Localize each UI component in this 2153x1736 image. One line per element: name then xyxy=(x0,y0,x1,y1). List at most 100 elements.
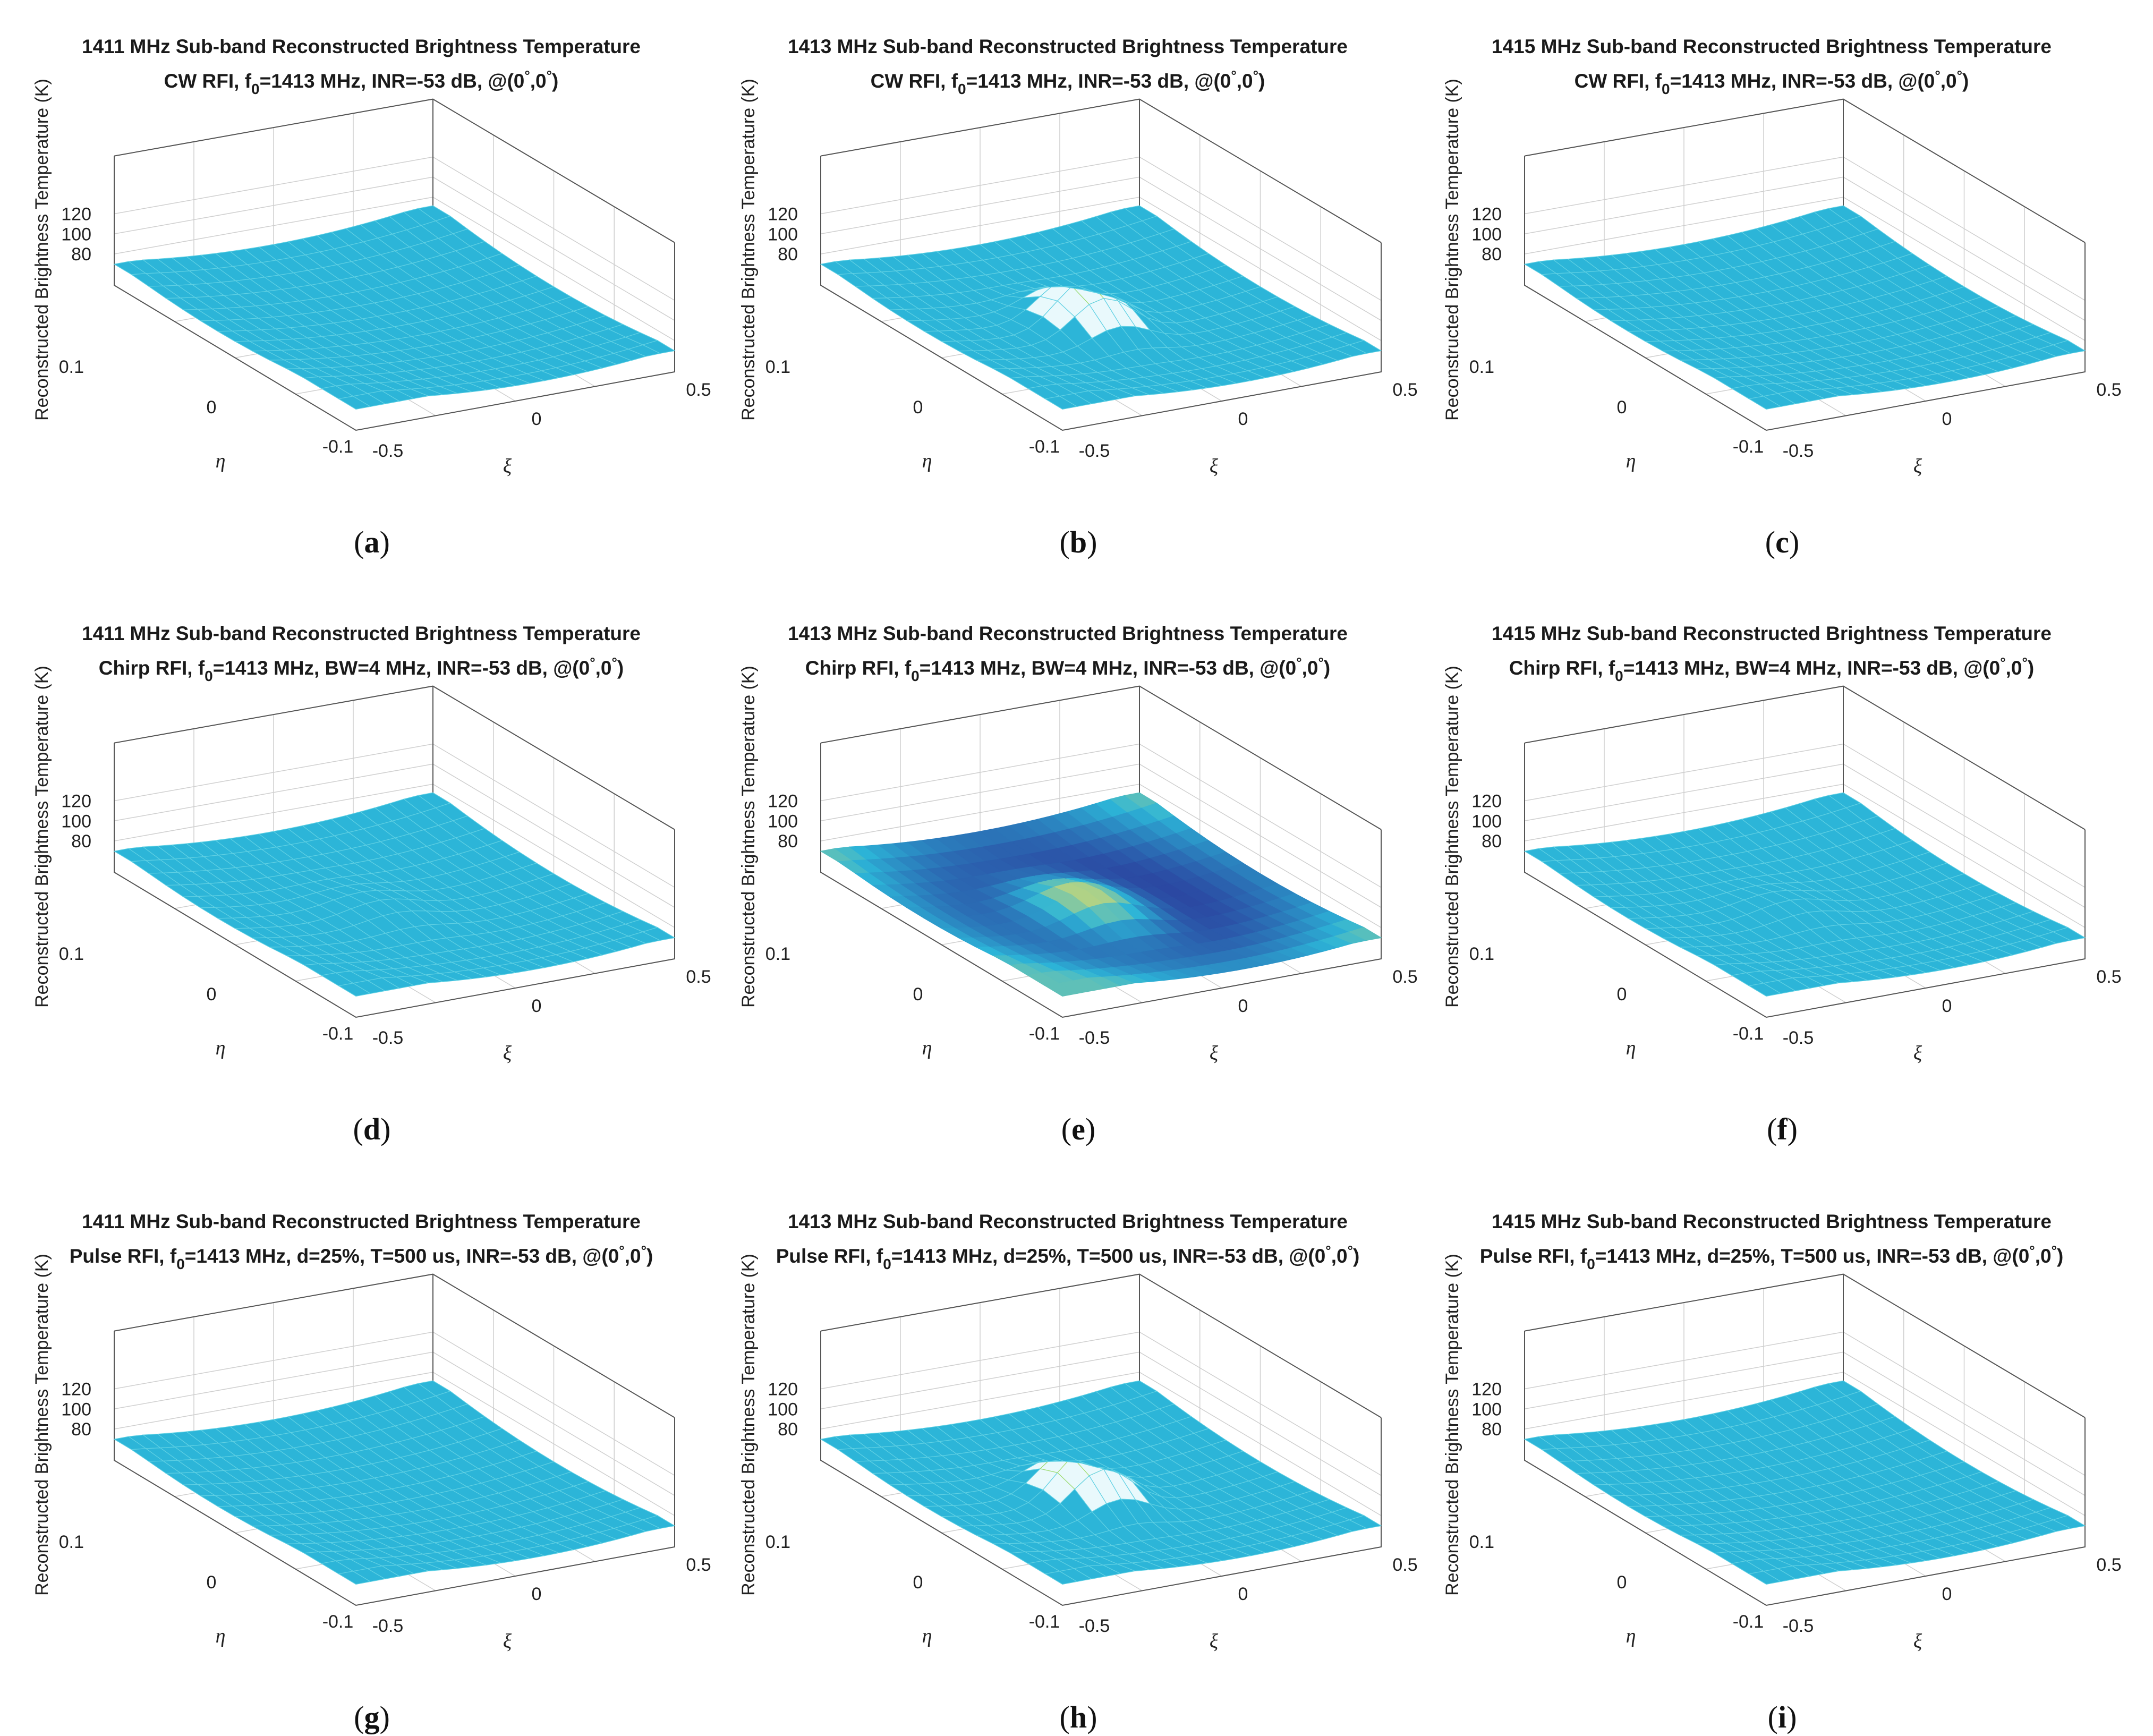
axis-frame xyxy=(820,156,1382,431)
z-axis-label: Reconstructed Brightness Temperature (K) xyxy=(32,1254,52,1596)
title-line2: Chirp RFI, f0=1413 MHz, BW=4 MHz, INR=-5… xyxy=(805,654,1330,684)
title-line2: Chirp RFI, f0=1413 MHz, BW=4 MHz, INR=-5… xyxy=(99,654,624,684)
axis-frame-top xyxy=(1524,685,2086,830)
xi-axis-label: ξ xyxy=(1210,1042,1219,1065)
xi-tick-label: 0.5 xyxy=(2096,380,2121,400)
axis-frame xyxy=(1524,743,2086,1018)
eta-axis-label: η xyxy=(1626,1037,1636,1059)
eta-tick-label: -0.1 xyxy=(1733,1612,1764,1632)
eta-tick-label: 0 xyxy=(1617,397,1627,418)
xi-tick-label: -0.5 xyxy=(372,1616,404,1636)
xi-axis-label: ξ xyxy=(503,455,512,478)
panel-i: 1415 MHz Sub-band Reconstructed Brightne… xyxy=(1442,1211,2122,1734)
z-tick-label: 120 xyxy=(768,792,798,812)
surface-cell xyxy=(642,340,676,354)
caption-letter: g xyxy=(364,1700,380,1734)
title-prefix: CW RFI, f xyxy=(871,70,958,92)
z-axis-label: Reconstructed Brightness Temperature (K) xyxy=(32,666,52,1008)
xi-tick-label: 0.5 xyxy=(2096,967,2121,987)
title-close: ) xyxy=(1324,657,1330,679)
title-tail: ,0 xyxy=(2006,657,2022,679)
title-line1: 1415 MHz Sub-band Reconstructed Brightne… xyxy=(1492,1211,2052,1232)
z-tick-label: 120 xyxy=(61,792,91,812)
surface-cell xyxy=(1348,340,1382,354)
caption-letter: f xyxy=(1777,1112,1788,1146)
degree-mark: ° xyxy=(1231,67,1236,83)
title-suffix: =1413 MHz, INR=-53 dB, @(0 xyxy=(260,70,525,92)
xi-tick-label: 0 xyxy=(532,996,542,1016)
title-line1: 1413 MHz Sub-band Reconstructed Brightne… xyxy=(788,1211,1348,1232)
title-prefix: Pulse RFI, f xyxy=(1480,1245,1587,1267)
caption-open: ( xyxy=(353,1112,363,1146)
panel-e: 1413 MHz Sub-band Reconstructed Brightne… xyxy=(738,623,1418,1146)
eta-axis-label: η xyxy=(216,1037,226,1059)
title-line1: 1415 MHz Sub-band Reconstructed Brightne… xyxy=(1492,623,2052,644)
title-close: ) xyxy=(1258,70,1265,92)
z-tick-label: 120 xyxy=(1471,792,1502,812)
degree-mark: ° xyxy=(1935,67,1940,83)
eta-tick-label: 0 xyxy=(207,397,217,418)
surface-mesh xyxy=(820,1380,1382,1585)
eta-tick-label: 0 xyxy=(1617,1572,1627,1593)
title-line1: 1411 MHz Sub-band Reconstructed Brightne… xyxy=(82,36,641,57)
panel-caption: (c) xyxy=(1765,525,1799,559)
surface-mesh xyxy=(1524,792,2086,997)
title-tail: ,0 xyxy=(1331,1245,1348,1267)
z-tick-label: 80 xyxy=(778,831,798,852)
xi-axis-label: ξ xyxy=(1913,455,1922,478)
eta-tick-label: -0.1 xyxy=(1029,1612,1060,1632)
z-tick-label: 80 xyxy=(778,244,798,265)
z-axis-label: Reconstructed Brightness Temperature (K) xyxy=(738,666,759,1008)
surface-cell xyxy=(2052,927,2086,941)
z-tick-label: 80 xyxy=(71,1419,91,1440)
title-suffix: =1413 MHz, BW=4 MHz, INR=-53 dB, @(0 xyxy=(213,657,590,679)
title-tail: ,0 xyxy=(1237,70,1253,92)
z-tick-label: 100 xyxy=(61,1399,91,1419)
title-line1: 1411 MHz Sub-band Reconstructed Brightne… xyxy=(82,1211,641,1232)
surface-cell xyxy=(1348,927,1382,941)
caption-letter: c xyxy=(1775,525,1789,559)
panel-caption: (a) xyxy=(354,525,390,559)
xi-tick-label: -0.5 xyxy=(1783,441,1814,461)
degree-mark: ° xyxy=(619,1243,624,1258)
title-subscript: 0 xyxy=(1662,81,1670,97)
xi-axis-label: ξ xyxy=(503,1630,512,1653)
title-suffix: =1413 MHz, d=25%, T=500 us, INR=-53 dB, … xyxy=(891,1245,1326,1267)
title-close: ) xyxy=(1353,1245,1359,1267)
caption-letter: h xyxy=(1070,1700,1087,1734)
xi-tick-label: 0.5 xyxy=(2096,1555,2121,1575)
title-subscript: 0 xyxy=(911,668,920,684)
z-axis-label: Reconstructed Brightness Temperature (K) xyxy=(738,79,759,421)
eta-tick-label: -0.1 xyxy=(1733,1024,1764,1044)
degree-mark: ° xyxy=(2000,654,2005,670)
title-tail: ,0 xyxy=(530,70,547,92)
degree-mark: ° xyxy=(1253,67,1258,83)
title-suffix: =1413 MHz, BW=4 MHz, INR=-53 dB, @(0 xyxy=(1623,657,2000,679)
surface-mesh xyxy=(113,1380,676,1585)
axis-frame xyxy=(1524,156,2086,431)
eta-tick-label: 0 xyxy=(207,984,217,1005)
panel-g: 1411 MHz Sub-band Reconstructed Brightne… xyxy=(32,1211,711,1734)
z-tick-label: 100 xyxy=(61,811,91,831)
axis-frame-top xyxy=(820,685,1382,830)
title-line2: CW RFI, f0=1413 MHz, INR=-53 dB, @(0°,0°… xyxy=(871,67,1265,97)
xi-tick-label: 0 xyxy=(1942,1584,1952,1604)
title-prefix: Pulse RFI, f xyxy=(776,1245,883,1267)
z-tick-label: 80 xyxy=(71,831,91,852)
caption-close: ) xyxy=(1087,525,1097,559)
xi-tick-label: -0.5 xyxy=(1079,1028,1110,1048)
title-subscript: 0 xyxy=(958,81,966,97)
z-axis-label: Reconstructed Brightness Temperature (K) xyxy=(738,1254,759,1596)
degree-mark: ° xyxy=(524,67,530,83)
xi-tick-label: 0.5 xyxy=(1392,1555,1417,1575)
degree-mark: ° xyxy=(1957,67,1962,83)
z-tick-label: 100 xyxy=(1471,1399,1502,1419)
eta-axis-label: η xyxy=(922,1037,932,1059)
z-tick-label: 80 xyxy=(71,244,91,265)
z-tick-label: 120 xyxy=(768,205,798,225)
title-line1: 1413 MHz Sub-band Reconstructed Brightne… xyxy=(788,623,1348,644)
degree-mark: ° xyxy=(641,1243,646,1258)
panel-c: 1415 MHz Sub-band Reconstructed Brightne… xyxy=(1442,36,2122,559)
eta-tick-label: 0 xyxy=(913,1572,923,1593)
title-prefix: Chirp RFI, f xyxy=(1509,657,1615,679)
